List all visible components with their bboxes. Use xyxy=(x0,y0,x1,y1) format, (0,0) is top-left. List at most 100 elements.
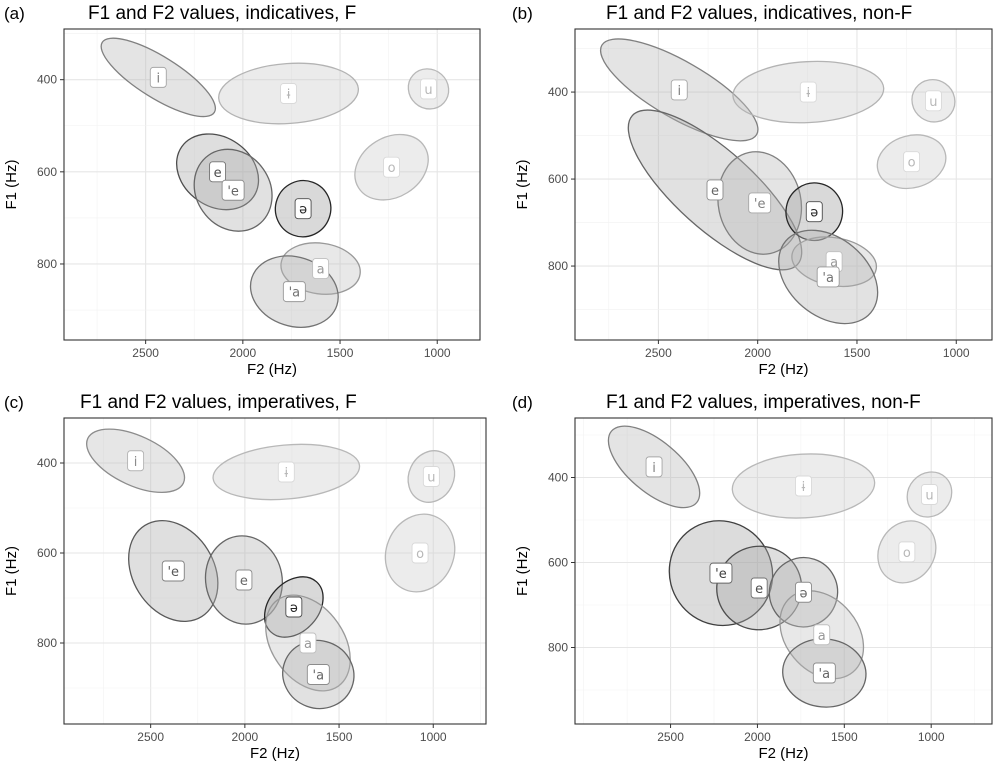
vowel-label-text: ə xyxy=(290,601,298,616)
vowel-label-i: i xyxy=(149,66,167,88)
plot-area xyxy=(575,418,992,724)
vowel-label-box xyxy=(813,624,831,646)
y-tick-label: 400 xyxy=(37,456,57,470)
vowel-label-box xyxy=(280,83,297,104)
vowel-label-box xyxy=(816,266,840,288)
panel-label: (a) xyxy=(4,4,25,23)
vowel-label-text: 'a xyxy=(313,669,325,684)
vowel-label-box xyxy=(209,161,227,183)
vowel-label-text: 'e xyxy=(167,565,179,580)
vowel-label-text: u xyxy=(427,471,435,486)
vowel-label-o: o xyxy=(383,156,401,178)
vowel-label-e: e xyxy=(209,161,227,183)
vowel-label-u: u xyxy=(420,78,437,100)
vowel-label-box xyxy=(383,156,401,178)
vowel-label-barred-i: ɨ xyxy=(799,81,817,103)
panel-a: i ɨ u o e 'e ə a 'a 2500 2000 1500 1000 400 600 800 F2 (… xyxy=(3,3,481,378)
x-tick-label: 1000 xyxy=(424,346,451,360)
vowel-label-text: ə xyxy=(799,586,807,601)
vowel-label-text: o xyxy=(903,546,911,561)
vowel-label-o: o xyxy=(411,542,429,564)
vowel-label-text: a xyxy=(304,637,312,652)
vowel-label-stressed-a: 'a xyxy=(282,281,306,303)
panel-b: i ɨ u o e 'e ə a'a 2500 2000 1500 1000 400 600 800 F2 (… xyxy=(512,3,993,378)
vowel-label-i: i xyxy=(127,450,145,472)
plot-border xyxy=(63,417,487,725)
x-tick-label: 2000 xyxy=(232,730,259,744)
y-axis-title: F1 (Hz) xyxy=(3,160,20,210)
x-tick-label: 1000 xyxy=(943,346,970,360)
vowel-label-schwa: ə xyxy=(294,198,312,220)
vowel-label-a: a xyxy=(813,624,831,646)
vowel-label-i: i xyxy=(670,79,688,101)
vowel-label-text: i xyxy=(134,455,138,470)
vowel-label-text: a xyxy=(818,629,826,644)
vowel-label-text: 'e xyxy=(754,197,766,212)
vowel-label-text: i xyxy=(677,84,681,99)
vowel-label-box xyxy=(795,475,812,497)
vowel-label-text: a xyxy=(830,256,838,271)
x-tick-label: 1500 xyxy=(831,730,858,744)
y-tick-label: 400 xyxy=(548,85,568,99)
vowel-label-text: ə xyxy=(299,203,307,218)
y-tick-label: 600 xyxy=(37,165,57,179)
vowel-label-box xyxy=(306,664,330,685)
vowel-label-box xyxy=(285,596,303,618)
vowel-label-text: ɨ xyxy=(284,466,288,481)
vowel-label-stressed-e: 'e xyxy=(161,560,185,582)
vowel-label-text: u xyxy=(925,489,933,504)
vowel-label-text: ɨ xyxy=(802,480,806,495)
x-axis-title: F2 (Hz) xyxy=(250,745,300,762)
vowel-label-box xyxy=(420,78,437,100)
vowel-label-text: e xyxy=(240,574,248,589)
vowel-label-stressed-a: 'a xyxy=(816,266,840,288)
x-tick-label: 2500 xyxy=(657,730,684,744)
vowel-label-text: u xyxy=(929,95,937,110)
x-tick-label: 1000 xyxy=(918,730,945,744)
vowel-label-barred-i: ɨ xyxy=(280,83,297,104)
x-tick-label: 2000 xyxy=(229,346,256,360)
y-tick-label: 800 xyxy=(37,257,57,271)
y-tick-label: 600 xyxy=(548,556,568,570)
vowel-label-schwa: ə xyxy=(795,581,812,603)
y-tick-label: 800 xyxy=(37,636,57,650)
vowel-label-text: o xyxy=(416,547,424,562)
vowel-label-stressed-a: 'a xyxy=(812,662,836,684)
vowel-label-text: u xyxy=(424,83,432,98)
vowel-label-box xyxy=(799,81,817,103)
vowel-label-o: o xyxy=(903,151,921,173)
panel-label: (c) xyxy=(4,393,24,412)
panel-title: F1 and F2 values, imperatives, F xyxy=(80,392,357,413)
vowel-label-box xyxy=(898,541,916,563)
vowel-label-box xyxy=(645,456,663,478)
vowel-label-box xyxy=(812,662,836,684)
vowel-label-box xyxy=(282,281,306,303)
vowel-label-box xyxy=(706,179,724,201)
vowel-label-i: i xyxy=(645,456,663,478)
vowel-label-box xyxy=(670,79,688,101)
vowel-label-e: e xyxy=(235,569,253,591)
vowel-label-box xyxy=(221,179,245,201)
panel-d: i ɨ u o 'e e ə a 'a 2500 2000 1500 1000 400 600 800 F2 (… xyxy=(512,392,993,762)
vowel-label-stressed-a: 'a xyxy=(306,664,330,685)
vowel-label-u: u xyxy=(422,466,440,487)
y-tick-label: 800 xyxy=(548,259,568,273)
panel-title: F1 and F2 values, imperatives, non-F xyxy=(606,392,921,413)
x-tick-label: 2000 xyxy=(744,730,771,744)
vowel-label-text: 'e xyxy=(715,567,727,582)
vowel-label-stressed-e: 'e xyxy=(221,179,245,201)
panel-label: (b) xyxy=(512,4,533,23)
vowel-label-barred-i: ɨ xyxy=(795,475,812,497)
vowel-label-box xyxy=(924,90,942,112)
vowel-label-text: i xyxy=(156,71,160,86)
vowel-label-box xyxy=(709,562,733,584)
vowel-label-box xyxy=(921,484,938,505)
vowel-label-box xyxy=(748,192,772,214)
vowel-label-box xyxy=(903,151,921,173)
vowel-label-text: ə xyxy=(810,206,818,221)
plot-area xyxy=(64,29,480,340)
plot-border xyxy=(63,28,481,341)
y-tick-label: 600 xyxy=(37,546,57,560)
vowel-label-text: 'e xyxy=(227,184,239,199)
